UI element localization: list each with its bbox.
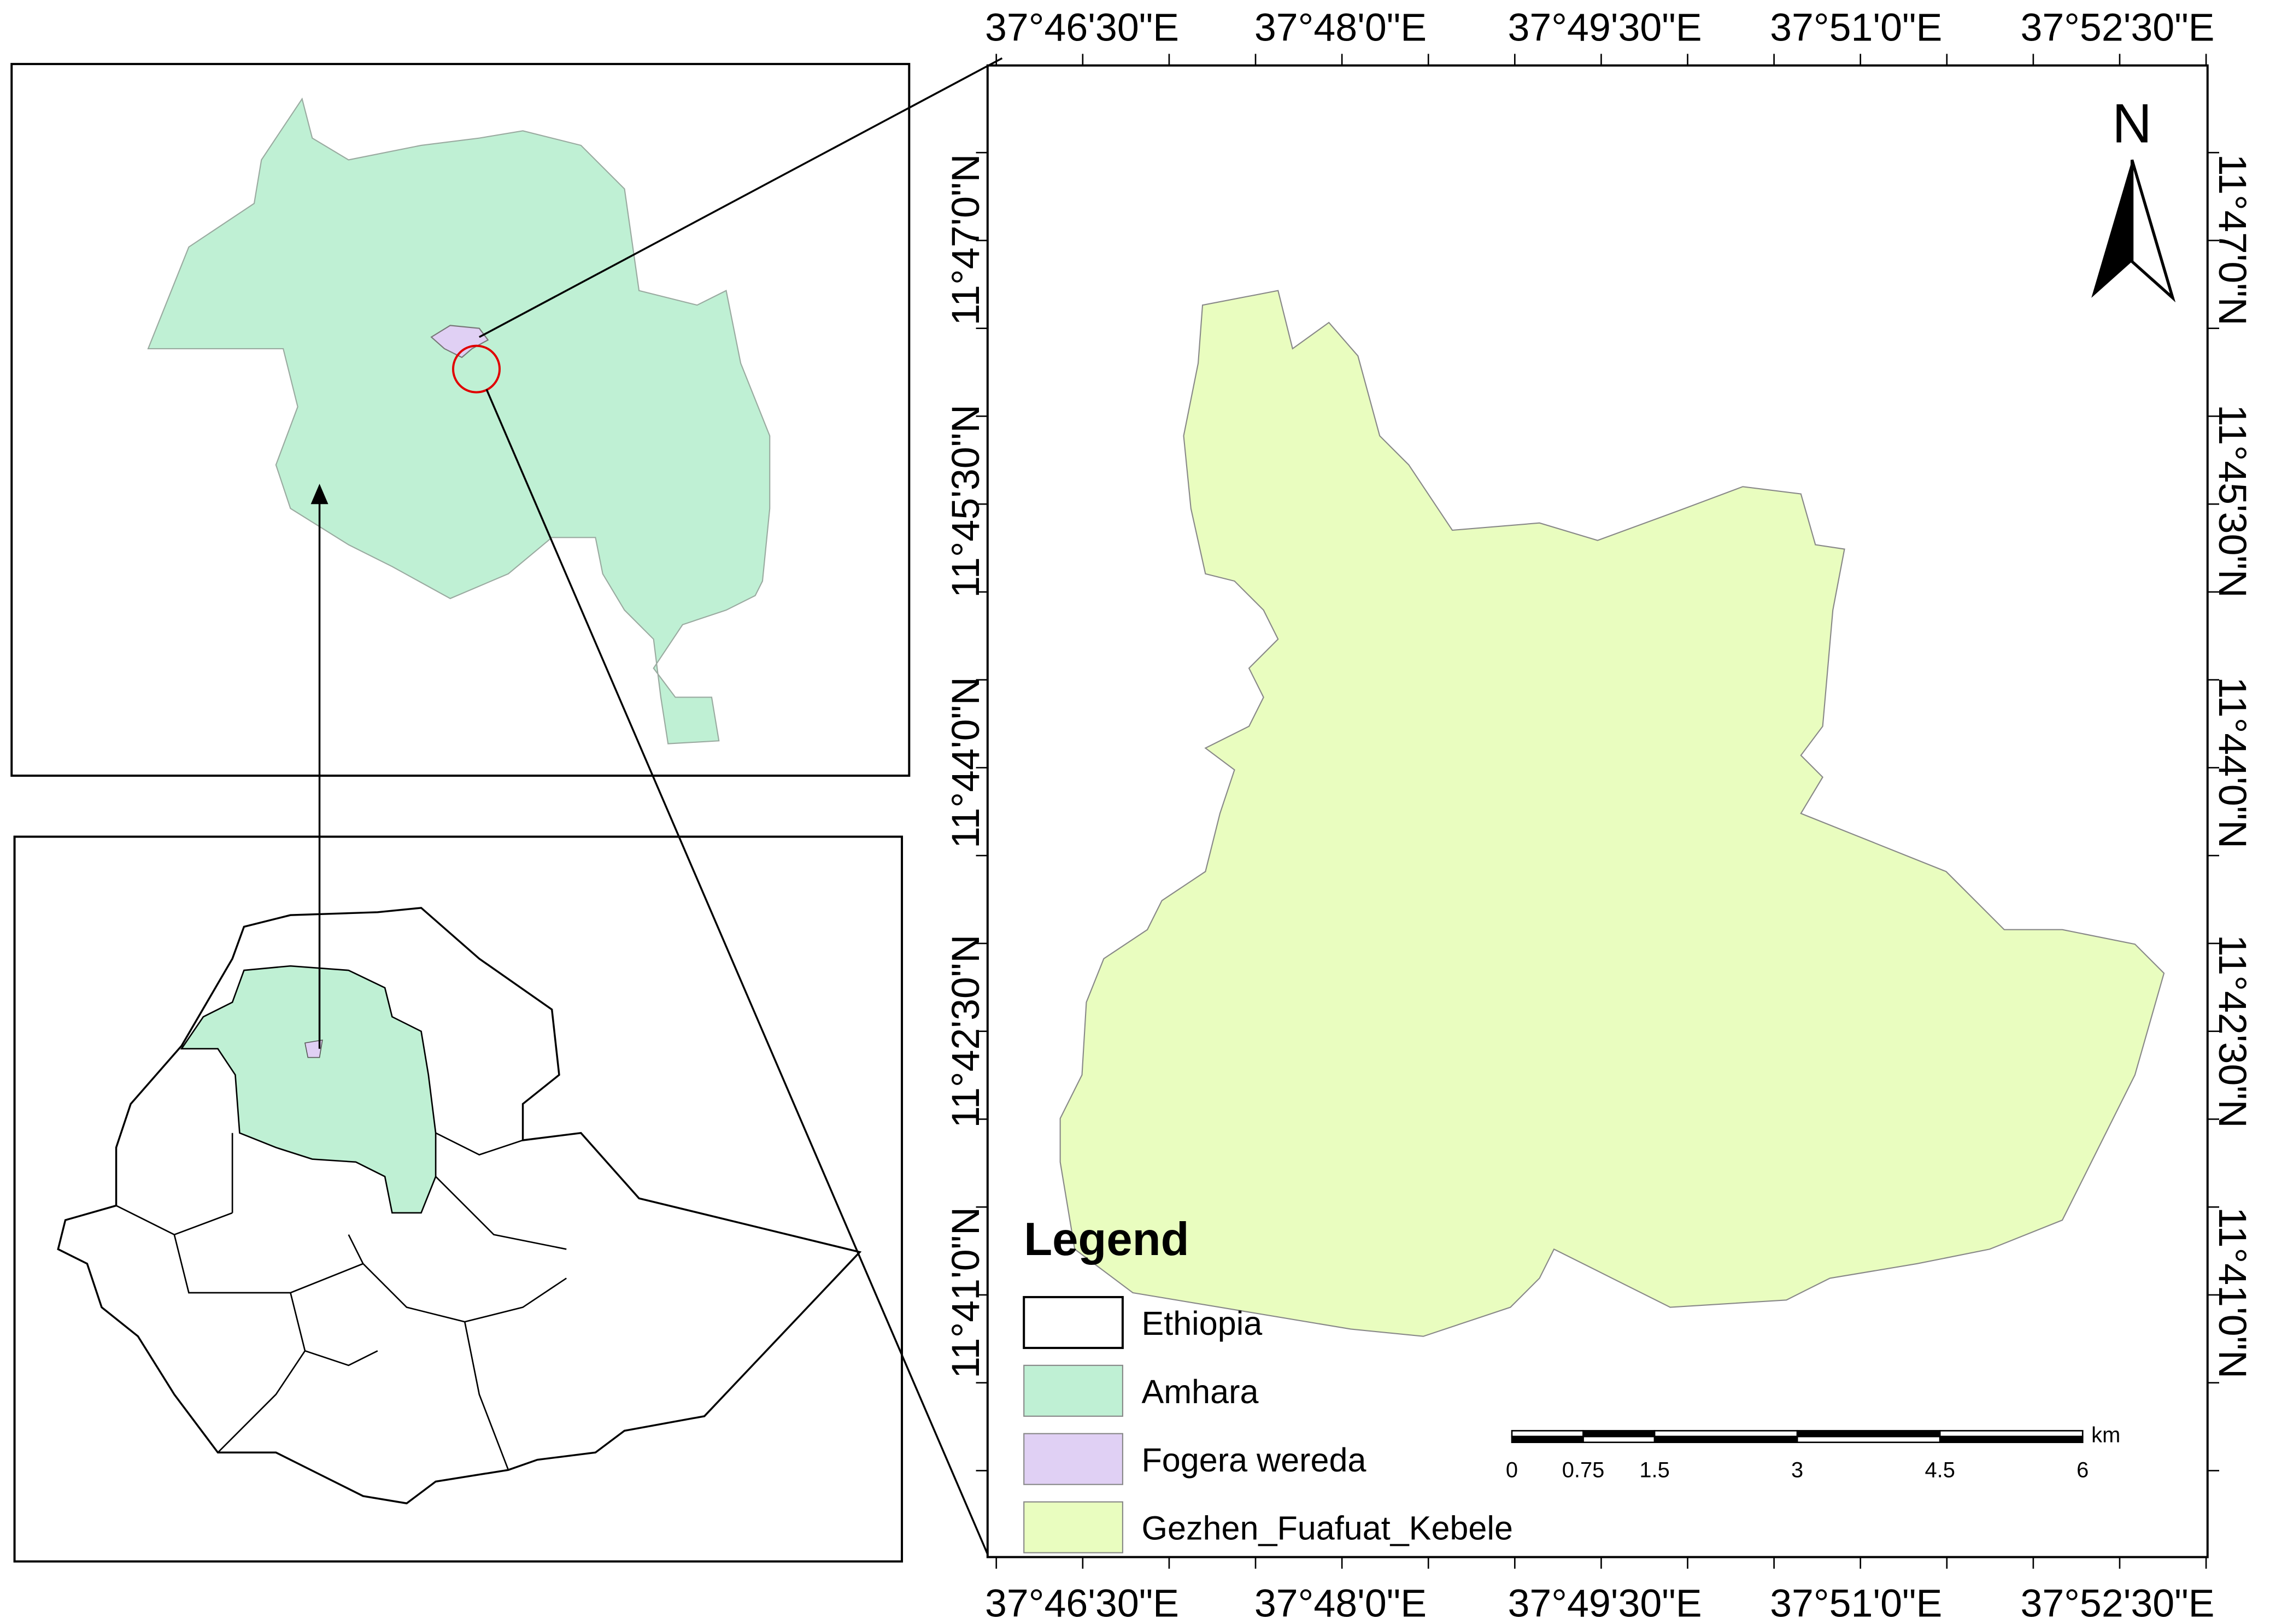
longitude-label: 37°49'30"E (1508, 1582, 1702, 1624)
scale-label: 0 (1506, 1458, 1518, 1482)
longitude-label: 37°46'30"E (985, 6, 1179, 50)
longitude-label: 37°51'0"E (1770, 1582, 1942, 1624)
legend-swatch (1023, 1501, 1123, 1553)
scale-segment (1511, 1430, 1584, 1438)
latitude-label: 11°47'0"N (944, 154, 988, 326)
longitude-label: 37°52'30"E (2020, 1582, 2214, 1624)
north-arrow (2130, 159, 2176, 303)
legend-label: Fogera wereda (1141, 1441, 1366, 1479)
scale-segment (1511, 1435, 1584, 1443)
scale-label: 3 (1791, 1458, 1803, 1482)
scale-segment (1796, 1430, 1941, 1438)
scale-segment (1939, 1435, 2084, 1443)
north-arrow (2091, 160, 2132, 298)
longitude-label: 37°48'0"E (1254, 6, 1427, 50)
legend-swatch (1023, 1295, 1124, 1349)
scale-segment (1582, 1430, 1656, 1438)
region-boundaries (115, 1132, 567, 1470)
scale-segment (1653, 1430, 1798, 1438)
scale-segment (1796, 1435, 1941, 1443)
north-label: N (2112, 93, 2152, 155)
longitude-label: 37°49'30"E (1508, 6, 1702, 50)
legend-swatch (1023, 1433, 1123, 1485)
scale-segment (1582, 1435, 1656, 1443)
longitude-label: 37°52'30"E (2020, 6, 2214, 50)
amhara-inset-frame (10, 63, 911, 777)
latitude-label: 11°45'30"N (2210, 404, 2254, 598)
fogera-in-ethiopia (304, 1039, 323, 1058)
longitude-label: 37°46'30"E (985, 1582, 1179, 1624)
latitude-label: 11°47'0"N (2210, 154, 2254, 326)
amhara-in-ethiopia (180, 965, 437, 1214)
latitude-label: 11°45'30"N (944, 404, 988, 598)
connector-line (485, 389, 989, 1555)
amhara-region (147, 97, 771, 744)
legend-label: Gezhen_Fuafuat_Kebele (1141, 1510, 1513, 1547)
latitude-label: 11°41'0"N (2210, 1207, 2254, 1379)
latitude-label: 11°41'0"N (944, 1207, 988, 1379)
legend: Ethiopia Amhara Fogera wereda Gezhen_Fuafua… (1023, 1295, 1513, 1553)
scale-label: 0.75 (1562, 1458, 1605, 1482)
latitude-label: 11°42'30"N (944, 935, 988, 1128)
longitude-label: 37°48'0"E (1254, 1582, 1427, 1624)
latitude-label: 11°44'0"N (2210, 677, 2254, 848)
connector-line (479, 57, 1003, 338)
legend-label: Ethiopia (1141, 1305, 1262, 1342)
ethiopia-outline (57, 907, 862, 1505)
latitude-label: 11°44'0"N (944, 677, 988, 848)
arrow-head (310, 484, 329, 505)
location-circle (452, 344, 501, 394)
longitude-label: 37°51'0"E (1770, 6, 1942, 50)
scale-bar: 0 0.75 1.5 3 4.5 6km (1506, 1423, 2120, 1482)
scale-label: 6 (2077, 1458, 2089, 1482)
fogera-wereda (430, 325, 489, 359)
scale-label: 1.5 (1639, 1458, 1669, 1482)
gezhen-kebele (1059, 290, 2165, 1337)
main-map-frame (986, 64, 2209, 1558)
legend-label: Amhara (1141, 1373, 1258, 1410)
scale-segment (1653, 1435, 1798, 1443)
legend-swatch (1023, 1364, 1123, 1417)
scale-unit: km (2091, 1423, 2120, 1447)
scale-label: 4.5 (1925, 1458, 1955, 1482)
ethiopia-inset-frame (13, 835, 904, 1563)
latitude-label: 11°42'30"N (2210, 935, 2254, 1128)
legend-title: Legend (1024, 1213, 1189, 1265)
scale-segment (1939, 1430, 2084, 1438)
coordinate-axes: 37°46'30"E 37°46'30"E 37°48'0"E 37°48'0"E 37… (944, 6, 2254, 1624)
